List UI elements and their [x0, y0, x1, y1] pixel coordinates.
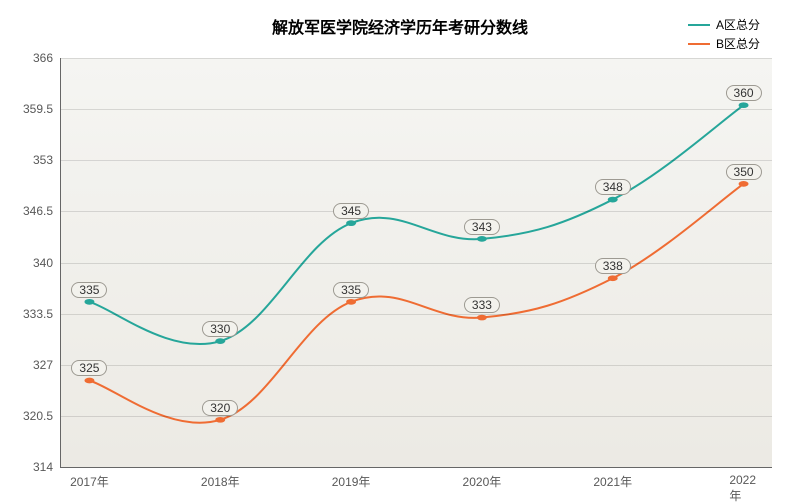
x-axis-label: 2021年	[593, 467, 632, 490]
x-axis-label: 2019年	[332, 467, 371, 490]
x-axis-label: 2017年	[70, 467, 109, 490]
x-axis-label: 2020年	[463, 467, 502, 490]
y-axis-label: 346.5	[23, 204, 61, 218]
legend-item: A区总分	[688, 16, 760, 33]
series-point	[84, 378, 94, 384]
series-point	[84, 299, 94, 305]
point-label: 345	[333, 203, 369, 219]
point-label: 343	[464, 219, 500, 235]
series-point	[346, 220, 356, 226]
y-gridline	[61, 314, 772, 315]
point-label: 325	[71, 360, 107, 376]
series-point	[739, 102, 749, 108]
y-gridline	[61, 365, 772, 366]
line-chart: 解放军医学院经济学历年考研分数线 A区总分B区总分 314320.5327333…	[0, 0, 800, 500]
y-axis-label: 333.5	[23, 307, 61, 321]
y-gridline	[61, 263, 772, 264]
point-label: 335	[71, 282, 107, 298]
point-label: 333	[464, 297, 500, 313]
series-point	[477, 236, 487, 242]
y-axis-label: 320.5	[23, 409, 61, 423]
chart-title: 解放军医学院经济学历年考研分数线	[272, 14, 528, 38]
point-label: 320	[202, 400, 238, 416]
point-label: 360	[726, 85, 762, 101]
series-point	[215, 338, 225, 344]
point-label: 350	[726, 164, 762, 180]
point-label: 330	[202, 321, 238, 337]
series-point	[608, 275, 618, 281]
legend-swatch	[688, 43, 710, 45]
y-axis-label: 340	[33, 256, 61, 270]
series-point	[346, 299, 356, 305]
legend-label: A区总分	[716, 16, 760, 33]
point-label: 335	[333, 282, 369, 298]
x-axis-label: 2018年	[201, 467, 240, 490]
y-axis-label: 353	[33, 153, 61, 167]
y-axis-label: 366	[33, 51, 61, 65]
y-axis-label: 359.5	[23, 102, 61, 116]
y-gridline	[61, 211, 772, 212]
point-label: 338	[595, 258, 631, 274]
legend-swatch	[688, 24, 710, 26]
plot-area: 314320.5327333.5340346.5353359.53662017年…	[60, 58, 772, 468]
legend-label: B区总分	[716, 35, 760, 52]
legend-item: B区总分	[688, 35, 760, 52]
series-point	[215, 417, 225, 423]
y-gridline	[61, 109, 772, 110]
series-point	[608, 197, 618, 203]
series-point	[739, 181, 749, 187]
y-axis-label: 327	[33, 358, 61, 372]
x-axis-label: 2022年	[729, 467, 757, 504]
series-line	[89, 184, 743, 423]
y-axis-label: 314	[33, 460, 61, 474]
series-point	[477, 315, 487, 321]
series-line	[89, 105, 743, 344]
legend: A区总分 B区总分	[688, 16, 760, 54]
y-gridline	[61, 160, 772, 161]
point-label: 348	[595, 179, 631, 195]
y-gridline	[61, 58, 772, 59]
y-gridline	[61, 416, 772, 417]
